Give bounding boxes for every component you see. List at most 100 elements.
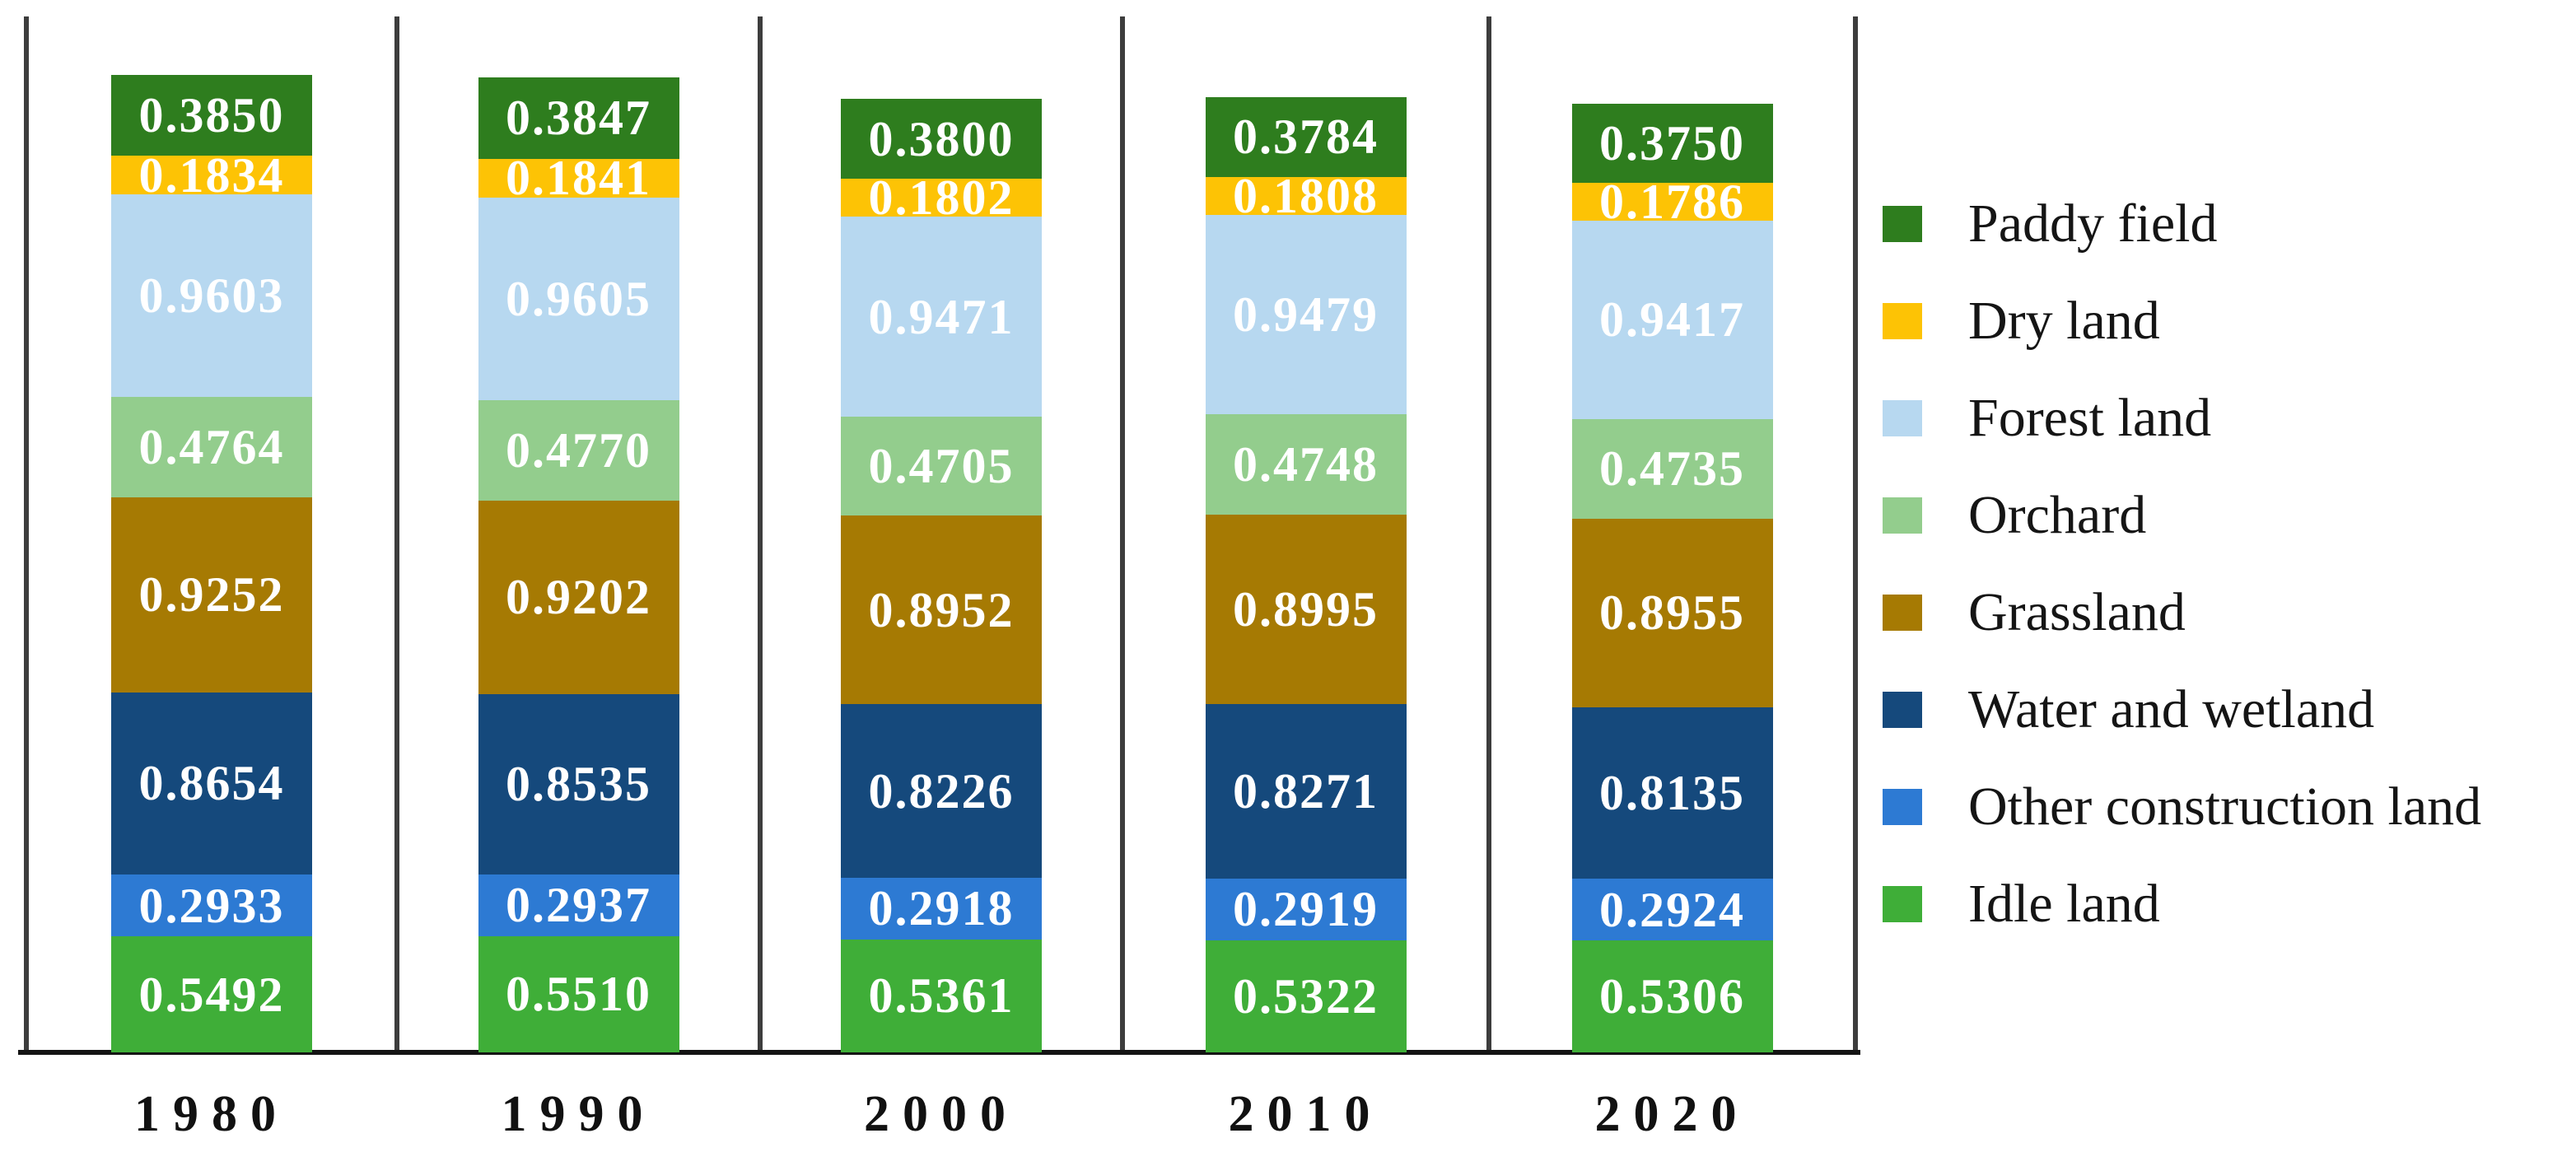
legend-swatch-water-and-wetland <box>1883 692 1922 728</box>
bar-segment-dry-land-2010: 0.1808 <box>1205 171 1407 221</box>
segment-value-label: 0.4735 <box>1599 441 1745 497</box>
bar-segment-water-and-wetland-2020: 0.8135 <box>1571 707 1773 879</box>
legend-label: Grassland <box>1968 582 2186 642</box>
legend-swatch-dry-land <box>1883 303 1922 339</box>
segment-value-label: 0.4770 <box>506 422 651 478</box>
bar-segment-orchard-2020: 0.4735 <box>1571 418 1773 519</box>
segment-value-label: 0.9605 <box>506 271 651 326</box>
segment-value-label: 0.2919 <box>1233 882 1379 937</box>
legend-item-orchard: Orchard <box>1883 485 2147 545</box>
segment-value-label: 0.3850 <box>138 87 285 142</box>
bar-segment-paddy-field-1990: 0.3847 <box>478 77 679 159</box>
legend-item-water-and-wetland: Water and wetland <box>1883 683 2374 737</box>
stacked-bar-2000: 0.3800 0.1802 0.9471 0.4705 0.8952 0.8226 0.29… <box>841 98 1042 1052</box>
segment-value-label: 0.8226 <box>868 763 1015 819</box>
legend-item-paddy-field: Paddy field <box>1883 194 2218 254</box>
legend-swatch-orchard <box>1883 497 1922 534</box>
segment-value-label: 0.8952 <box>868 582 1015 637</box>
legend-label: Paddy field <box>1968 194 2218 254</box>
panel-separator-line <box>1486 16 1491 1052</box>
bar-segment-idle-land-2000: 0.5361 <box>841 939 1042 1052</box>
stacked-bar-1990: 0.3847 0.1841 0.9605 0.4770 0.9202 0.8535 0.29… <box>478 77 679 1052</box>
bar-segment-orchard-1980: 0.4764 <box>111 396 312 497</box>
legend-swatch-idle-land <box>1883 886 1922 922</box>
segment-value-label: 0.9471 <box>868 289 1015 344</box>
segment-value-label: 0.4705 <box>868 439 1015 494</box>
segment-value-label: 0.8271 <box>1233 764 1379 819</box>
bar-segment-forest-land-2020: 0.9417 <box>1571 220 1773 419</box>
segment-value-label: 0.8135 <box>1599 766 1745 821</box>
segment-value-label: 0.1808 <box>1233 168 1379 223</box>
bar-segment-dry-land-1980: 0.1834 <box>111 151 312 200</box>
segment-value-label: 0.4748 <box>1233 437 1379 492</box>
x-axis-tick-label-1980: 1980 <box>134 1086 289 1142</box>
bar-segment-water-and-wetland-2010: 0.8271 <box>1205 704 1407 879</box>
bar-segment-grassland-2020: 0.8955 <box>1571 518 1773 707</box>
bar-segment-forest-land-1980: 0.9603 <box>111 194 312 397</box>
bar-segment-forest-land-2010: 0.9479 <box>1205 214 1407 415</box>
bar-segment-dry-land-2020: 0.1786 <box>1571 177 1773 226</box>
panel-separator-line <box>1853 16 1858 1052</box>
segment-value-label: 0.1802 <box>868 170 1015 226</box>
segment-value-label: 0.4764 <box>138 419 285 474</box>
bar-segment-idle-land-1980: 0.5492 <box>111 936 312 1052</box>
legend-swatch-grassland <box>1883 595 1922 631</box>
segment-value-label: 0.9252 <box>138 567 285 623</box>
bar-segment-grassland-1990: 0.9202 <box>478 500 679 695</box>
segment-value-label: 0.5492 <box>138 967 285 1022</box>
segment-value-label: 0.8955 <box>1599 585 1745 641</box>
bar-segment-idle-land-1990: 0.5510 <box>478 935 679 1052</box>
bar-segment-other-construction-land-2010: 0.2919 <box>1205 878 1407 940</box>
segment-value-label: 0.3847 <box>506 91 651 146</box>
x-axis-line <box>18 1050 1860 1055</box>
x-axis-tick-label-1990: 1990 <box>501 1086 656 1142</box>
legend-label: Orchard <box>1968 485 2147 545</box>
bar-segment-paddy-field-2000: 0.3800 <box>841 98 1042 180</box>
legend-swatch-other-construction-land <box>1883 789 1922 825</box>
panel-separator-line <box>24 16 29 1052</box>
segment-value-label: 0.1841 <box>506 151 651 206</box>
segment-value-label: 0.3800 <box>868 111 1015 166</box>
bar-segment-other-construction-land-2000: 0.2918 <box>841 877 1042 940</box>
bar-segment-paddy-field-2010: 0.3784 <box>1205 96 1407 177</box>
legend-label: Idle land <box>1968 874 2160 934</box>
bar-segment-paddy-field-2020: 0.3750 <box>1571 103 1773 183</box>
bar-segment-orchard-2010: 0.4748 <box>1205 414 1407 515</box>
segment-value-label: 0.9417 <box>1599 292 1745 347</box>
segment-value-label: 0.5510 <box>506 967 651 1022</box>
bar-segment-water-and-wetland-1980: 0.8654 <box>111 692 312 875</box>
segment-value-label: 0.1786 <box>1599 174 1745 229</box>
segment-value-label: 0.9479 <box>1233 287 1379 343</box>
legend-label: Dry land <box>1968 291 2160 351</box>
segment-value-label: 0.5322 <box>1233 968 1379 1024</box>
legend-label: Other construction land <box>1968 777 2482 837</box>
segment-value-label: 0.3750 <box>1599 115 1745 170</box>
legend-swatch-paddy-field <box>1883 206 1922 242</box>
bar-segment-forest-land-1990: 0.9605 <box>478 197 679 400</box>
bar-segment-water-and-wetland-1990: 0.8535 <box>478 694 679 874</box>
segment-value-label: 0.2918 <box>868 881 1015 936</box>
legend-item-forest-land: Forest land <box>1883 391 2211 445</box>
bar-segment-other-construction-land-1990: 0.2937 <box>478 874 679 936</box>
bar-segment-other-construction-land-2020: 0.2924 <box>1571 879 1773 941</box>
segment-value-label: 0.8654 <box>138 756 285 811</box>
bar-segment-orchard-1990: 0.4770 <box>478 399 679 501</box>
x-axis-tick-label-2020: 2020 <box>1594 1086 1750 1142</box>
stacked-bar-1980: 0.3850 0.1834 0.9603 0.4764 0.9252 0.8654 0.29… <box>111 74 312 1052</box>
bar-segment-orchard-2000: 0.4705 <box>841 416 1042 516</box>
bar-segment-grassland-1980: 0.9252 <box>111 497 312 693</box>
segment-value-label: 0.8535 <box>506 757 651 812</box>
segment-value-label: 0.2937 <box>506 878 651 933</box>
x-axis-tick-label-2000: 2000 <box>864 1086 1019 1142</box>
bar-segment-water-and-wetland-2000: 0.8226 <box>841 704 1042 878</box>
segment-value-label: 0.2933 <box>138 878 285 933</box>
stacked-bar-2020: 0.3750 0.1786 0.9417 0.4735 0.8955 0.8135 0.29… <box>1571 103 1773 1052</box>
segment-value-label: 0.3784 <box>1233 110 1379 165</box>
bar-segment-grassland-2000: 0.8952 <box>841 515 1042 705</box>
segment-value-label: 0.8995 <box>1233 582 1379 637</box>
legend-item-idle-land: Idle land <box>1883 874 2160 934</box>
panel-separator-line <box>758 16 763 1052</box>
segment-value-label: 0.9202 <box>506 570 651 625</box>
panel-separator-line <box>1120 16 1125 1052</box>
